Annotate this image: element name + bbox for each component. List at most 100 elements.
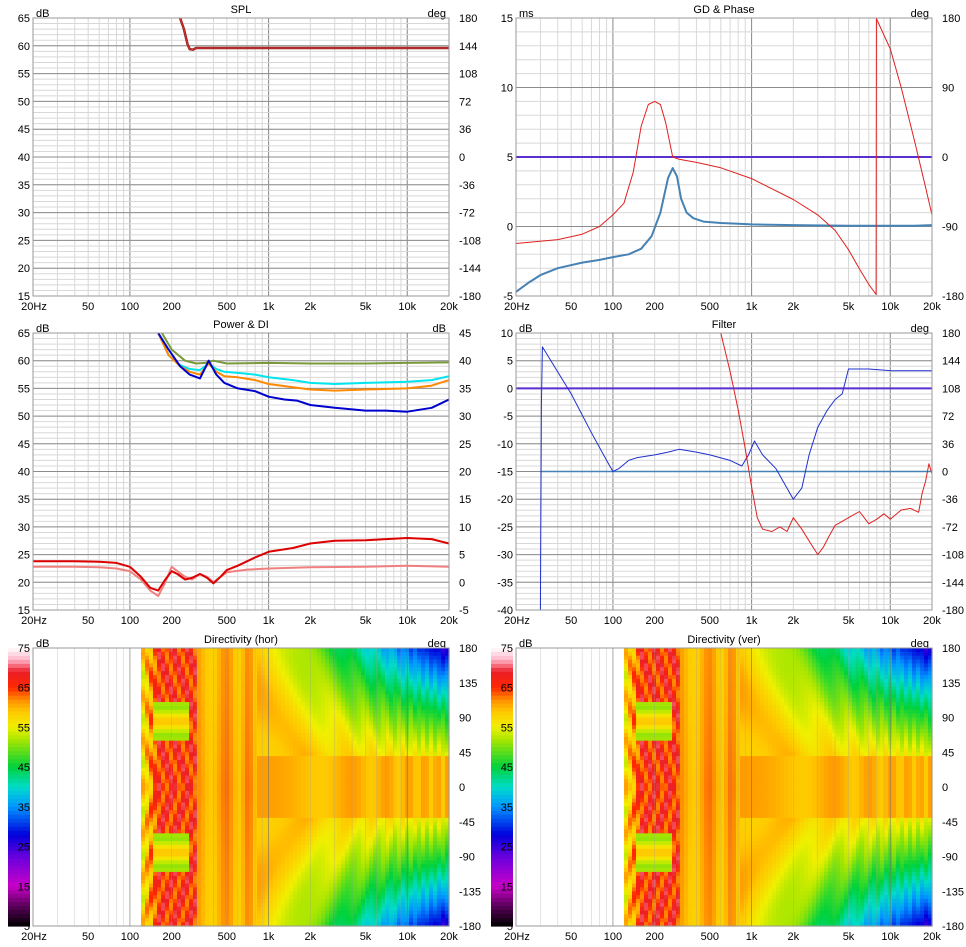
heatmap-cell [113,887,118,892]
heatmap-cell [69,852,74,858]
heatmap-cell [69,794,74,800]
heatmap-cell [89,860,94,865]
heatmap-cell [257,883,262,888]
heatmap-cell [105,883,110,888]
heatmap-cell [61,898,66,904]
heatmap-cell [261,922,266,927]
heatmap-cell [249,648,254,653]
heatmap-cell [185,713,190,719]
heatmap-cell [137,844,142,850]
heatmap-cell [173,783,178,788]
heatmap-cell [49,879,54,885]
heatmap-cell [265,898,270,904]
heatmap-cell [113,868,118,873]
heatmap-cell [137,887,142,892]
heatmap-cell [205,686,210,692]
heatmap-cell [65,841,70,846]
heatmap-cell [157,821,162,827]
heatmap-cell [261,783,266,788]
heatmap-cell [69,744,74,749]
y2-tick-label: 0 [459,577,465,589]
heatmap-cell [225,663,230,668]
heatmap-cell [245,856,250,861]
heatmap-cell [53,767,58,773]
heatmap-cell [153,879,158,885]
heatmap-cell [37,829,42,834]
heatmap-cell [97,910,102,916]
heatmap-cell [229,825,234,831]
x-tick-label: 10k [398,301,416,313]
heatmap-cell [257,790,262,796]
heatmap-cell [105,879,110,885]
heatmap-cell [89,902,94,908]
heatmap-cell [181,659,186,665]
heatmap-cell [37,833,42,838]
heatmap-cell [189,825,194,831]
heatmap-cell [97,694,102,699]
heatmap-cell [173,748,178,753]
heatmap-cell [105,756,110,761]
heatmap-cell [189,663,194,668]
heatmap-cell [109,902,114,908]
heatmap-cell [93,806,98,811]
heatmap-cell [225,895,230,900]
heatmap-cell [185,779,190,784]
heatmap-cell [269,736,274,742]
heatmap-cell [241,690,246,695]
heatmap-cell [265,833,270,838]
heatmap-cell [249,721,254,726]
heatmap-cell [129,806,134,811]
y2-tick-label: 0 [459,152,465,164]
heatmap-cell [101,678,106,684]
heatmap-cell [45,686,50,692]
heatmap-cell [145,898,150,904]
heatmap-cell [169,887,174,892]
heatmap-cell [129,702,134,707]
heatmap-cell [73,883,78,888]
heatmap-cell [45,856,50,861]
heatmap-cell [61,856,66,861]
heatmap-cell [45,721,50,726]
heatmap-cell [253,771,258,777]
heatmap-cell [205,910,210,916]
heatmap-cell [109,868,114,873]
heatmap-cell [49,667,54,672]
heatmap-cell [277,771,282,777]
heatmap-cell [161,725,166,730]
heatmap-cell [229,725,234,730]
heatmap-cell [249,787,254,792]
heatmap-cell [65,686,70,692]
heatmap-cell [113,841,118,846]
heatmap-cell [229,686,234,692]
heatmap-cell [197,779,202,784]
heatmap-cell [165,825,170,831]
heatmap-cell [281,810,286,815]
heatmap-cell [125,883,130,888]
heatmap-cell [153,810,158,815]
heatmap-cell [85,767,90,773]
heatmap-cell [81,721,86,726]
heatmap-cell [69,814,74,819]
heatmap-cell [33,732,38,738]
heatmap-cell [209,810,214,815]
heatmap-cell [197,752,202,757]
heatmap-cell [265,787,270,792]
heatmap-cell [225,883,230,888]
heatmap-cell [165,841,170,846]
heatmap-cell [213,709,218,715]
heatmap-cell [117,871,122,877]
heatmap-cell [201,736,206,742]
heatmap-cell [257,914,262,919]
heatmap-cell [65,736,70,742]
x-tick-label: 5k [843,615,855,627]
heatmap-cell [109,841,114,846]
heatmap-cell [273,717,278,722]
heatmap-cell [137,740,142,746]
heatmap-cell [261,694,266,699]
heatmap-cell [269,910,274,916]
heatmap-cell [173,918,178,923]
heatmap-cell [269,740,274,746]
heatmap-cell [61,829,66,834]
heatmap-cell [121,767,126,773]
heatmap-cell [233,779,238,784]
